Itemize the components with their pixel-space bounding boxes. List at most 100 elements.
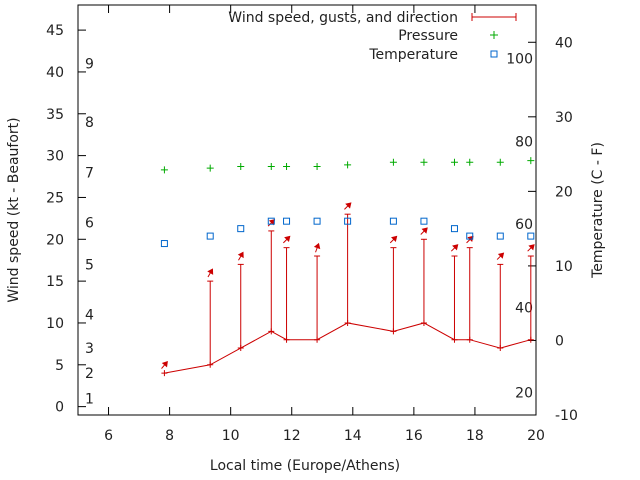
wind-direction-arrow: [313, 242, 321, 253]
x-tick-labels: 6 8 10 12 14 16 18 20: [104, 428, 545, 444]
y2-tick-label: 10: [555, 259, 573, 275]
pressure-point: [283, 162, 291, 170]
plot-frame: [77, 4, 537, 416]
y-right-tick-labels: -10 0 10 20 30 40: [555, 35, 578, 424]
legend: Wind speed, gusts, and direction Pressur…: [228, 10, 517, 63]
temperature-point: [206, 232, 214, 240]
wind-point: [161, 370, 168, 377]
x-tick-label: 10: [222, 428, 240, 444]
pressure-point: [267, 162, 275, 170]
beaufort-label: 8: [85, 115, 94, 131]
pressure-point: [237, 162, 245, 170]
wind-point: [268, 328, 275, 335]
temperature-points: [160, 217, 535, 248]
wind-direction-arrow: [344, 202, 352, 210]
y-tick-label: 40: [46, 65, 64, 81]
wind-direction-arrow: [466, 235, 474, 244]
wind-direction-arrow: [267, 219, 276, 227]
legend-label-pressure: Pressure: [398, 28, 458, 44]
y-tick-label: 45: [46, 23, 64, 39]
wind-point: [390, 328, 397, 335]
temperature-point: [237, 225, 245, 233]
wind-direction-arrow: [450, 244, 459, 252]
beaufort-label: 6: [85, 216, 94, 232]
wind-point: [344, 319, 351, 326]
wind-point: [527, 336, 534, 343]
fahrenheit-label: 80: [515, 134, 533, 150]
y-axis-right-label: Temperature (C - F): [590, 142, 606, 279]
temperature-point: [283, 217, 291, 225]
wind-speed-line: [164, 322, 531, 374]
temperature-point: [389, 217, 397, 225]
pressure-point: [420, 158, 428, 166]
temperature-point: [420, 217, 428, 225]
legend-swatch-temperature: [490, 50, 498, 58]
beaufort-label: 7: [85, 165, 94, 181]
beaufort-label: 4: [85, 308, 94, 324]
x-axis-label: Local time (Europe/Athens): [210, 458, 400, 474]
beaufort-label: 9: [85, 57, 94, 73]
wind-direction-arrow: [207, 268, 214, 278]
pressure-points: [160, 157, 535, 174]
fahrenheit-label: 60: [515, 217, 533, 233]
wind-point: [497, 345, 504, 352]
wind-point: [451, 336, 458, 343]
y2-tick-label: 0: [555, 333, 564, 349]
temperature-point: [160, 240, 168, 248]
wind-point: [207, 361, 214, 368]
pressure-point: [450, 158, 458, 166]
y-left-tick-labels: 0 5 10 15 20 25 30 35 40 45: [46, 23, 64, 416]
gust-bars: [207, 213, 534, 365]
fahrenheit-labels: 20 40 60 80 100: [506, 52, 533, 402]
temperature-point: [466, 232, 474, 240]
y-tick-label: 30: [46, 149, 64, 165]
y2-tick-label: 40: [555, 35, 573, 51]
pressure-point: [206, 164, 214, 172]
y2-tick-label: 20: [555, 184, 573, 200]
wind-direction-arrow: [237, 251, 244, 261]
wind-direction-arrow: [527, 244, 535, 252]
axis-ticks: [78, 5, 537, 416]
x-tick-label: 12: [283, 428, 301, 444]
y-tick-label: 20: [46, 232, 64, 248]
y-axis-left-label: Wind speed (kt - Beaufort): [6, 117, 22, 302]
legend-label-temperature: Temperature: [368, 47, 458, 63]
wind-speed-points: [161, 319, 534, 377]
y-tick-label: 25: [46, 190, 64, 206]
y-tick-label: 10: [46, 316, 64, 332]
pressure-point: [344, 161, 352, 169]
beaufort-label: 3: [85, 341, 94, 357]
x-tick-label: 6: [104, 428, 113, 444]
wind-direction-arrow: [389, 235, 398, 244]
wind-point: [420, 319, 427, 326]
fahrenheit-label: 20: [515, 386, 533, 402]
legend-label-wind: Wind speed, gusts, and direction: [228, 10, 458, 26]
pressure-point: [313, 162, 321, 170]
beaufort-label: 5: [85, 257, 94, 273]
legend-swatch-pressure: [490, 31, 498, 39]
pressure-point: [160, 166, 168, 174]
wind-direction-arrow: [420, 227, 428, 235]
wind-direction-arrow: [496, 252, 505, 260]
temperature-point: [267, 217, 275, 225]
x-tick-label: 14: [344, 428, 362, 444]
beaufort-labels: 1 2 3 4 5 6 7 8 9: [85, 57, 94, 408]
y-tick-label: 0: [55, 400, 64, 416]
wind-direction-arrow: [283, 235, 291, 244]
temperature-point: [496, 232, 504, 240]
y-tick-label: 15: [46, 274, 64, 290]
wind-point: [314, 336, 321, 343]
pressure-point: [527, 157, 535, 165]
y2-tick-label: 30: [555, 110, 573, 126]
pressure-point: [466, 158, 474, 166]
temperature-point: [313, 217, 321, 225]
x-tick-label: 8: [165, 428, 174, 444]
beaufort-label: 1: [85, 391, 94, 407]
beaufort-label: 2: [85, 366, 94, 382]
pressure-point: [496, 158, 504, 166]
legend-swatch-wind: [471, 13, 517, 21]
y2-tick-label: -10: [555, 408, 578, 424]
temperature-point: [450, 225, 458, 233]
pressure-point: [389, 158, 397, 166]
